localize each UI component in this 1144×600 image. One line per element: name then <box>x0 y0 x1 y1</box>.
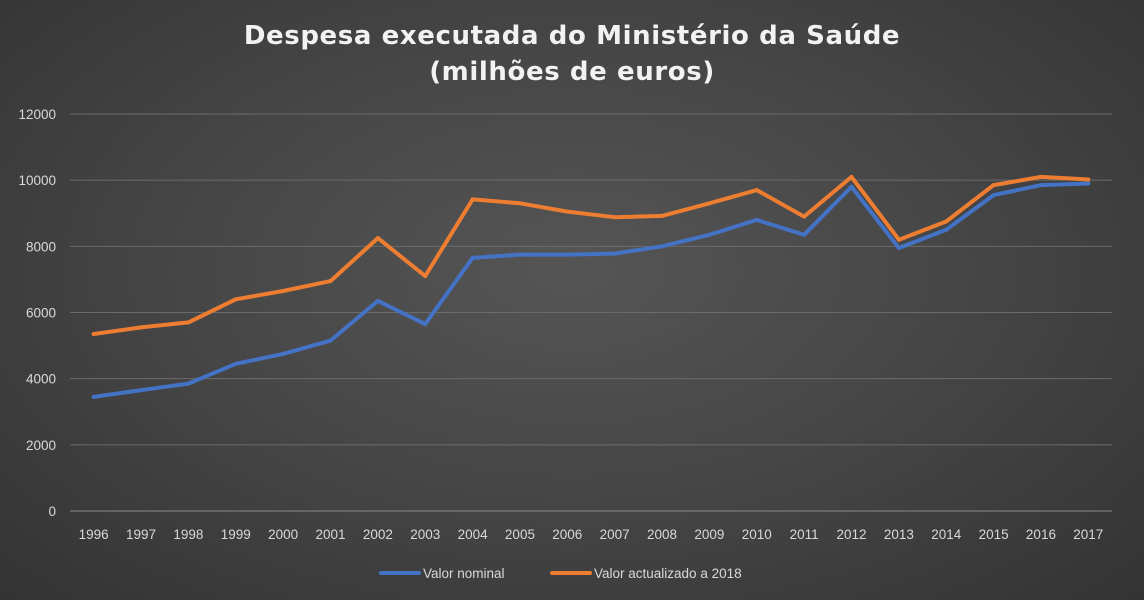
x-tick-label: 2003 <box>410 527 440 542</box>
data-point <box>186 320 191 325</box>
data-point <box>896 245 901 250</box>
data-point <box>91 332 96 337</box>
x-tick-label: 2011 <box>790 527 819 542</box>
data-point <box>1086 177 1091 182</box>
x-tick-label: 1997 <box>126 527 156 542</box>
data-point <box>233 297 238 302</box>
data-point <box>565 252 570 257</box>
y-tick-label: 0 <box>48 504 56 519</box>
x-tick-label: 2014 <box>931 527 962 542</box>
data-point <box>233 361 238 366</box>
x-tick-label: 2007 <box>600 527 630 542</box>
x-tick-label: 2004 <box>458 527 489 542</box>
data-point <box>423 274 428 279</box>
y-tick-label: 12000 <box>18 107 56 122</box>
x-tick-label: 2012 <box>836 527 866 542</box>
data-point <box>517 252 522 257</box>
legend-label-2: Valor actualizado a 2018 <box>594 566 742 581</box>
data-point <box>1038 183 1043 188</box>
data-point <box>517 201 522 206</box>
data-point <box>991 183 996 188</box>
x-tick-label: 1999 <box>221 527 251 542</box>
data-point <box>281 288 286 293</box>
x-tick-label: 2000 <box>268 527 298 542</box>
data-point <box>802 232 807 237</box>
data-point <box>660 244 665 249</box>
chart-title-line-1: Despesa executada do Ministério da Saúde <box>243 21 901 51</box>
y-tick-label: 8000 <box>26 239 56 254</box>
data-point <box>754 217 759 222</box>
data-point <box>139 388 144 393</box>
data-point <box>944 219 949 224</box>
y-tick-label: 10000 <box>18 173 56 188</box>
x-tick-label: 2009 <box>694 527 724 542</box>
data-point <box>186 381 191 386</box>
series-line-2 <box>91 174 1091 336</box>
y-tick-label: 4000 <box>26 372 56 387</box>
x-tick-label: 2016 <box>1026 527 1056 542</box>
data-point <box>754 188 759 193</box>
x-tick-label: 2001 <box>315 527 345 542</box>
data-point <box>139 325 144 330</box>
data-point <box>660 213 665 218</box>
x-tick-label: 2013 <box>884 527 914 542</box>
data-point <box>1038 174 1043 179</box>
data-point <box>707 232 712 237</box>
x-tick-label: 2006 <box>552 527 582 542</box>
legend-label-1: Valor nominal <box>423 566 505 581</box>
data-point <box>470 197 475 202</box>
x-tick-label: 2002 <box>363 527 393 542</box>
data-point <box>375 236 380 241</box>
data-point <box>328 279 333 284</box>
y-tick-label: 6000 <box>26 306 56 321</box>
data-point <box>281 351 286 356</box>
x-tick-label: 2005 <box>505 527 535 542</box>
data-point <box>91 394 96 399</box>
data-point <box>1086 181 1091 186</box>
data-point <box>612 251 617 256</box>
data-point <box>991 193 996 198</box>
chart-title: Despesa executada do Ministério da Saúde… <box>0 18 1144 90</box>
data-point <box>944 227 949 232</box>
data-point <box>375 298 380 303</box>
data-point <box>707 201 712 206</box>
data-point <box>470 255 475 260</box>
x-tick-label: 2017 <box>1073 527 1103 542</box>
data-point <box>565 209 570 214</box>
x-tick-label: 2015 <box>979 527 1009 542</box>
x-tick-label: 2010 <box>742 527 772 542</box>
x-tick-label: 1998 <box>173 527 203 542</box>
x-tick-label: 1996 <box>79 527 109 542</box>
x-tick-label: 2008 <box>647 527 677 542</box>
data-point <box>328 338 333 343</box>
data-point <box>802 214 807 219</box>
y-tick-label: 2000 <box>26 438 56 453</box>
data-point <box>896 237 901 242</box>
data-point <box>849 174 854 179</box>
data-point <box>612 215 617 220</box>
series-line-1 <box>91 181 1091 399</box>
data-point <box>849 184 854 189</box>
data-point <box>423 322 428 327</box>
chart-title-line-2: (milhões de euros) <box>429 57 715 87</box>
